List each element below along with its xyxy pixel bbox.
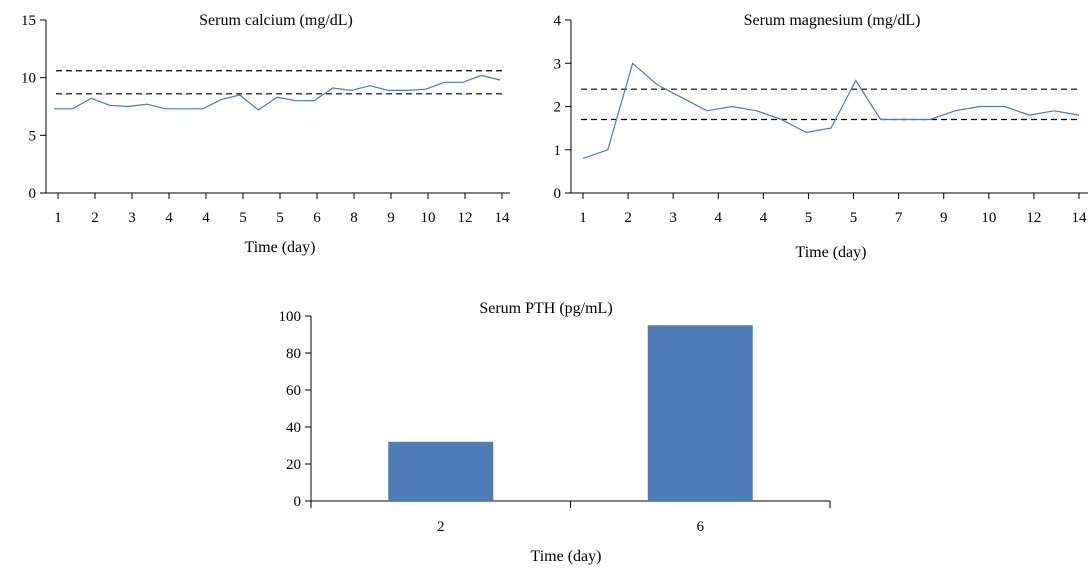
calcium-x-tick-label: 5 [239, 210, 247, 226]
magnesium-series-line [582, 62, 1080, 159]
calcium-x-tick-label: 1 [54, 210, 62, 226]
calcium-x-tick-label: 8 [350, 210, 358, 226]
calcium-x-tick-label: 12 [458, 210, 473, 226]
calcium-x-tick-label: 4 [165, 210, 173, 226]
calcium-x-axis-label: Time (day) [245, 239, 316, 256]
calcium-y-tick-label: 10 [21, 71, 36, 87]
magnesium-x-tick-label: 5 [850, 210, 858, 226]
magnesium-y-tick-label: 4 [554, 13, 562, 29]
pth-bar [388, 441, 494, 501]
magnesium-chart-title: Serum magnesium (mg/dL) [744, 12, 921, 29]
magnesium-x-tick-label: 12 [1026, 210, 1041, 226]
magnesium-x-tick-label: 3 [669, 210, 677, 226]
calcium-x-tick-label: 3 [128, 210, 136, 226]
calcium-x-tick-label: 6 [313, 210, 321, 226]
pth-y-tick-label: 60 [286, 383, 301, 399]
magnesium-x-tick-label: 2 [624, 210, 632, 226]
pth-x-tick-label: 6 [697, 519, 705, 535]
magnesium-y-tick-label: 0 [554, 186, 562, 202]
calcium-chart-title: Serum calcium (mg/dL) [199, 12, 353, 29]
magnesium-x-tick-label: 10 [981, 210, 996, 226]
pth-y-tick-label: 40 [286, 420, 301, 436]
magnesium-x-tick-label: 4 [715, 210, 723, 226]
calcium-y-tick-label: 5 [29, 128, 37, 144]
calcium-x-tick-label: 4 [202, 210, 210, 226]
calcium-x-tick-label: 14 [495, 210, 511, 226]
calcium-x-tick-label: 10 [421, 210, 436, 226]
pth-y-tick-label: 80 [286, 346, 301, 362]
pth-y-tick-label: 100 [279, 309, 302, 325]
calcium-series-line [54, 74, 501, 111]
magnesium-y-tick-label: 3 [554, 56, 562, 72]
magnesium-x-axis-label: Time (day) [796, 244, 867, 261]
calcium-x-tick-label: 5 [276, 210, 284, 226]
pth-bar [647, 325, 753, 501]
magnesium-x-tick-label: 5 [805, 210, 813, 226]
calcium-y-tick-label: 0 [29, 186, 37, 202]
magnesium-y-tick-label: 2 [554, 100, 562, 116]
pth-y-tick-label: 20 [286, 457, 301, 473]
pth-x-axis-label: Time (day) [531, 548, 602, 565]
pth-chart: Serum PTH (pg/mL) 0 20 40 60 80 100 2 6 Time (… [279, 300, 831, 565]
magnesium-x-tick-label: 9 [940, 210, 948, 226]
magnesium-x-tick-label: 4 [760, 210, 768, 226]
calcium-y-tick-label: 15 [21, 13, 36, 29]
pth-x-tick-label: 2 [437, 519, 445, 535]
calcium-x-tick-label: 9 [387, 210, 395, 226]
pth-chart-title: Serum PTH (pg/mL) [479, 300, 612, 317]
magnesium-x-tick-label: 7 [895, 210, 903, 226]
pth-y-tick-label: 0 [294, 494, 302, 510]
magnesium-y-tick-label: 1 [554, 143, 562, 159]
calcium-x-tick-label: 2 [91, 210, 99, 226]
magnesium-x-tick-label: 14 [1072, 210, 1088, 226]
magnesium-x-tick-label: 1 [579, 210, 587, 226]
